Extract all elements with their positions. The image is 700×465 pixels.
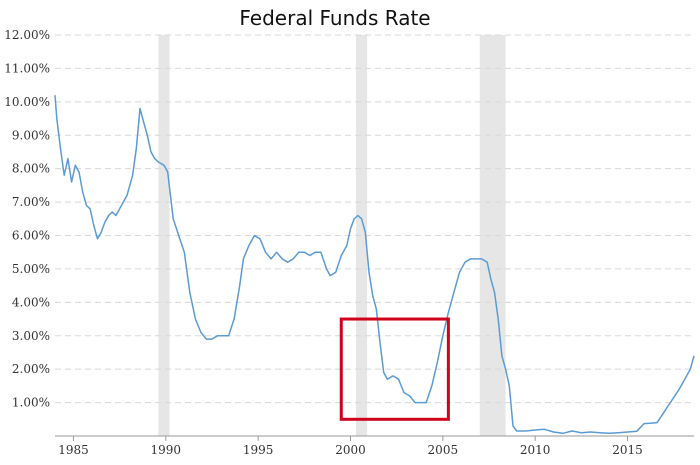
x-tick-label: 2000 — [335, 443, 366, 457]
x-axis-ticks: 1985 1990 1995 2000 2005 2010 2015 — [58, 436, 643, 457]
y-tick-label: 11.00% — [4, 61, 50, 75]
highlight-annotation — [339, 317, 450, 421]
highlight-box — [339, 317, 450, 421]
recession-band-1 — [158, 35, 170, 436]
y-tick-label: 12.00% — [4, 28, 50, 42]
x-tick-label: 2005 — [428, 443, 459, 457]
y-tick-label: 10.00% — [4, 95, 50, 109]
y-tick-label: 2.00% — [12, 362, 50, 376]
x-tick-label: 1995 — [243, 443, 274, 457]
grid-lines — [55, 34, 694, 404]
x-tick-label: 1990 — [151, 443, 182, 457]
y-tick-label: 9.00% — [12, 128, 50, 142]
recession-band-2 — [356, 35, 368, 436]
recession-band-3 — [479, 35, 506, 436]
x-tick-label: 2015 — [612, 443, 643, 457]
y-tick-label: 3.00% — [12, 329, 50, 343]
y-axis-ticks: 1.00% 2.00% 3.00% 4.00% 5.00% 6.00% 7.00% 8.00%… — [4, 28, 50, 410]
x-tick-label: 1985 — [58, 443, 89, 457]
x-tick-label: 2010 — [520, 443, 551, 457]
series-lines — [54, 95, 695, 435]
recession-bands — [158, 35, 506, 436]
y-tick-label: 8.00% — [12, 162, 50, 176]
y-tick-label: 5.00% — [12, 262, 50, 276]
series-line-1 — [54, 95, 695, 435]
y-tick-label: 1.00% — [12, 396, 50, 410]
chart-title: Federal Funds Rate — [239, 6, 430, 30]
y-tick-label: 7.00% — [12, 195, 50, 209]
y-tick-label: 4.00% — [12, 295, 50, 309]
y-tick-label: 6.00% — [12, 229, 50, 243]
